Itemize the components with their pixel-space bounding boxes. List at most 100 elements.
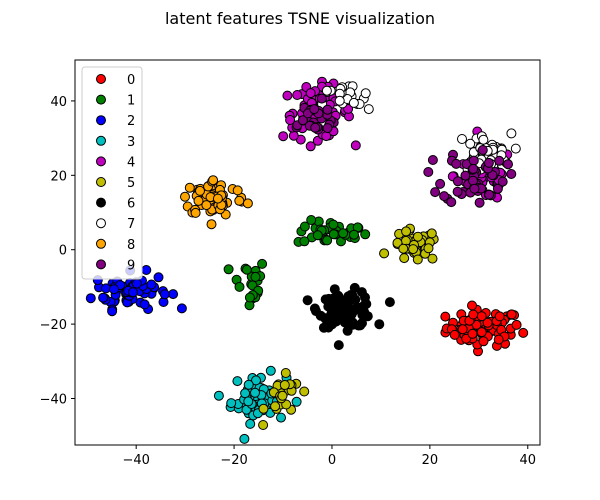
data-point — [468, 155, 479, 166]
data-point — [299, 386, 310, 397]
data-point — [423, 243, 434, 254]
data-point — [427, 253, 438, 264]
data-point — [503, 159, 513, 170]
data-point — [321, 85, 332, 96]
data-point — [333, 340, 344, 351]
data-point — [242, 198, 253, 209]
data-point — [85, 293, 96, 304]
data-point — [243, 379, 254, 390]
data-point — [250, 387, 260, 398]
data-point — [465, 138, 476, 149]
data-point — [305, 88, 316, 99]
x-tick-label: 0 — [328, 453, 336, 468]
data-point — [176, 303, 187, 314]
legend-marker — [96, 177, 106, 187]
data-point — [374, 319, 385, 330]
series-8 — [180, 175, 253, 230]
data-point — [468, 163, 479, 174]
data-point — [468, 309, 479, 320]
y-tick-label: 20 — [50, 169, 67, 184]
y-tick-label: −40 — [40, 393, 67, 408]
legend-marker — [96, 156, 106, 167]
data-point — [353, 320, 364, 331]
data-point — [322, 104, 333, 115]
data-point — [250, 271, 261, 282]
legend: 0 1 2 3 4 5 6 7 8 9 — [81, 66, 143, 280]
data-point — [310, 122, 321, 133]
data-point — [321, 131, 332, 142]
data-point — [338, 228, 349, 239]
plot-area-frame — [74, 59, 541, 446]
data-point — [139, 299, 150, 310]
data-point — [312, 230, 323, 241]
data-point — [482, 317, 493, 328]
data-point — [251, 375, 261, 386]
data-point — [399, 253, 410, 264]
data-point — [361, 299, 372, 309]
data-point — [109, 284, 119, 295]
data-point — [285, 115, 296, 125]
data-point — [440, 311, 451, 322]
data-point — [234, 281, 245, 292]
data-point — [348, 294, 359, 305]
data-point — [223, 264, 234, 275]
legend-marker — [96, 115, 106, 126]
data-point — [328, 219, 339, 230]
x-tick-label: −20 — [220, 453, 247, 468]
data-point — [322, 316, 333, 327]
data-point — [257, 258, 268, 269]
legend-marker — [96, 94, 106, 105]
data-point — [309, 303, 320, 314]
data-point — [193, 195, 204, 206]
data-point — [331, 316, 342, 327]
series-6 — [302, 282, 395, 351]
data-point — [153, 272, 164, 283]
data-point — [265, 365, 276, 376]
data-point — [299, 221, 310, 232]
data-point — [258, 403, 269, 414]
data-point — [476, 327, 487, 338]
data-point — [239, 433, 250, 444]
data-point — [430, 187, 441, 198]
data-point — [343, 301, 353, 311]
data-point — [494, 155, 505, 166]
data-point — [184, 182, 195, 193]
series-0 — [440, 300, 529, 357]
data-point — [349, 229, 359, 240]
data-point — [427, 155, 438, 165]
data-point — [334, 95, 345, 106]
data-point — [518, 327, 529, 338]
data-point — [245, 418, 256, 429]
data-point — [439, 191, 450, 202]
data-point — [243, 396, 254, 407]
x-tick-label: 40 — [519, 453, 536, 468]
legend-label: 2 — [127, 114, 135, 129]
data-point — [278, 131, 289, 142]
legend-marker — [96, 218, 106, 229]
data-point — [457, 134, 467, 144]
data-point — [360, 88, 371, 99]
legend-marker — [96, 238, 106, 249]
x-tick-label: 20 — [422, 453, 439, 468]
data-point — [291, 396, 302, 407]
series-1 — [223, 215, 371, 311]
data-point — [206, 219, 217, 230]
data-point — [208, 175, 219, 186]
series-5 — [258, 223, 439, 430]
legend-label: 8 — [127, 238, 135, 253]
legend-label: 3 — [127, 135, 135, 150]
data-point — [467, 328, 478, 339]
series-9 — [291, 93, 517, 208]
y-tick-label: −20 — [40, 318, 67, 333]
legend-label: 1 — [127, 94, 135, 109]
data-point — [277, 390, 288, 401]
data-point — [141, 265, 152, 275]
data-point — [449, 329, 460, 340]
data-point — [478, 134, 489, 145]
data-point — [379, 248, 390, 259]
axes-layer: −40 −20 0 20 40 −40 −20 0 20 40 — [40, 95, 536, 468]
legend-label: 5 — [127, 176, 135, 191]
data-point — [190, 207, 201, 218]
